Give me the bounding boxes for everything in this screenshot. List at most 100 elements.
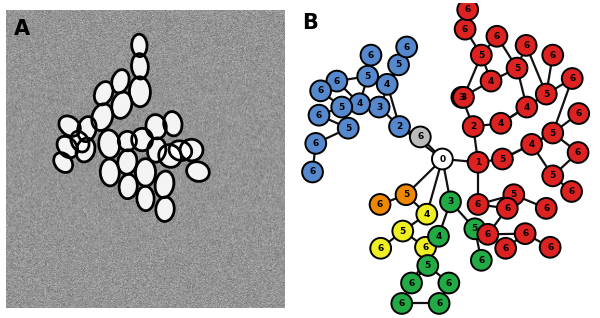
- Circle shape: [358, 66, 378, 86]
- Ellipse shape: [180, 139, 203, 161]
- Text: 5: 5: [550, 128, 556, 137]
- Text: 6: 6: [475, 200, 481, 209]
- Circle shape: [439, 273, 459, 294]
- Text: 6: 6: [523, 41, 529, 50]
- Ellipse shape: [59, 116, 80, 136]
- Ellipse shape: [118, 150, 137, 174]
- Text: 5: 5: [345, 124, 352, 133]
- Text: 6: 6: [569, 74, 575, 83]
- Text: 1: 1: [475, 158, 481, 167]
- Circle shape: [388, 54, 409, 75]
- Ellipse shape: [94, 82, 113, 105]
- Ellipse shape: [137, 186, 154, 211]
- Text: 6: 6: [478, 256, 484, 265]
- Circle shape: [349, 93, 370, 114]
- Text: 6: 6: [464, 5, 471, 14]
- Circle shape: [361, 45, 382, 66]
- Text: 6: 6: [503, 244, 509, 253]
- Circle shape: [467, 194, 488, 215]
- Ellipse shape: [155, 171, 174, 198]
- Text: 5: 5: [499, 155, 506, 163]
- Circle shape: [389, 116, 410, 137]
- Circle shape: [377, 74, 398, 95]
- Text: 6: 6: [334, 77, 340, 86]
- Text: 0: 0: [439, 155, 445, 163]
- Circle shape: [536, 198, 557, 219]
- Text: 5: 5: [395, 60, 401, 69]
- Circle shape: [463, 116, 484, 137]
- Ellipse shape: [164, 112, 182, 136]
- Ellipse shape: [77, 117, 96, 142]
- Circle shape: [471, 250, 492, 271]
- Circle shape: [561, 181, 582, 202]
- Circle shape: [370, 238, 391, 259]
- Circle shape: [495, 238, 516, 259]
- Text: 6: 6: [575, 109, 582, 118]
- Circle shape: [506, 58, 527, 79]
- Ellipse shape: [159, 145, 181, 167]
- Text: 6: 6: [377, 244, 384, 253]
- Text: 6: 6: [398, 299, 405, 308]
- Circle shape: [305, 133, 326, 154]
- Circle shape: [542, 45, 563, 66]
- Circle shape: [368, 97, 389, 117]
- Text: 4: 4: [497, 119, 504, 128]
- Circle shape: [503, 184, 524, 205]
- Text: 6: 6: [313, 139, 319, 148]
- Ellipse shape: [99, 130, 120, 158]
- Circle shape: [490, 113, 511, 134]
- Text: 6: 6: [316, 111, 322, 120]
- Text: 5: 5: [472, 224, 478, 233]
- Ellipse shape: [57, 136, 77, 158]
- Ellipse shape: [136, 159, 155, 186]
- Circle shape: [396, 37, 417, 57]
- Circle shape: [410, 127, 431, 147]
- Circle shape: [392, 221, 413, 241]
- Circle shape: [478, 224, 498, 245]
- Text: 3: 3: [448, 197, 454, 206]
- Circle shape: [487, 26, 508, 47]
- Text: 2: 2: [397, 122, 403, 131]
- Circle shape: [428, 226, 449, 247]
- Text: B: B: [302, 12, 318, 32]
- Ellipse shape: [148, 138, 166, 162]
- Circle shape: [455, 19, 475, 39]
- Circle shape: [401, 273, 422, 294]
- Circle shape: [416, 204, 437, 225]
- Circle shape: [395, 184, 416, 205]
- Text: 5: 5: [400, 226, 406, 236]
- Text: 5: 5: [543, 90, 550, 99]
- Text: 5: 5: [550, 171, 556, 180]
- Text: 2: 2: [470, 122, 476, 131]
- Circle shape: [432, 149, 453, 169]
- Ellipse shape: [130, 77, 151, 107]
- Text: 6: 6: [409, 279, 415, 287]
- Text: 6: 6: [436, 299, 442, 308]
- Circle shape: [568, 103, 589, 124]
- Text: 5: 5: [478, 51, 484, 59]
- Circle shape: [326, 71, 347, 92]
- Circle shape: [568, 142, 589, 163]
- Text: 6: 6: [485, 230, 491, 239]
- Text: 3: 3: [459, 93, 465, 102]
- Ellipse shape: [156, 197, 174, 221]
- Circle shape: [331, 97, 352, 117]
- Circle shape: [308, 105, 329, 126]
- Circle shape: [440, 191, 461, 212]
- Text: 6: 6: [317, 86, 324, 95]
- Circle shape: [497, 198, 518, 219]
- Circle shape: [467, 152, 488, 173]
- Text: 4: 4: [356, 99, 363, 108]
- Ellipse shape: [118, 131, 136, 151]
- Text: 5: 5: [514, 64, 520, 73]
- Ellipse shape: [100, 159, 119, 186]
- Ellipse shape: [76, 138, 95, 162]
- Ellipse shape: [92, 104, 113, 130]
- Text: 6: 6: [550, 51, 556, 59]
- Circle shape: [540, 237, 560, 258]
- Text: 6: 6: [310, 168, 316, 176]
- Text: 6: 6: [494, 32, 500, 41]
- Text: 4: 4: [524, 103, 530, 112]
- Circle shape: [418, 255, 438, 276]
- Ellipse shape: [131, 128, 152, 151]
